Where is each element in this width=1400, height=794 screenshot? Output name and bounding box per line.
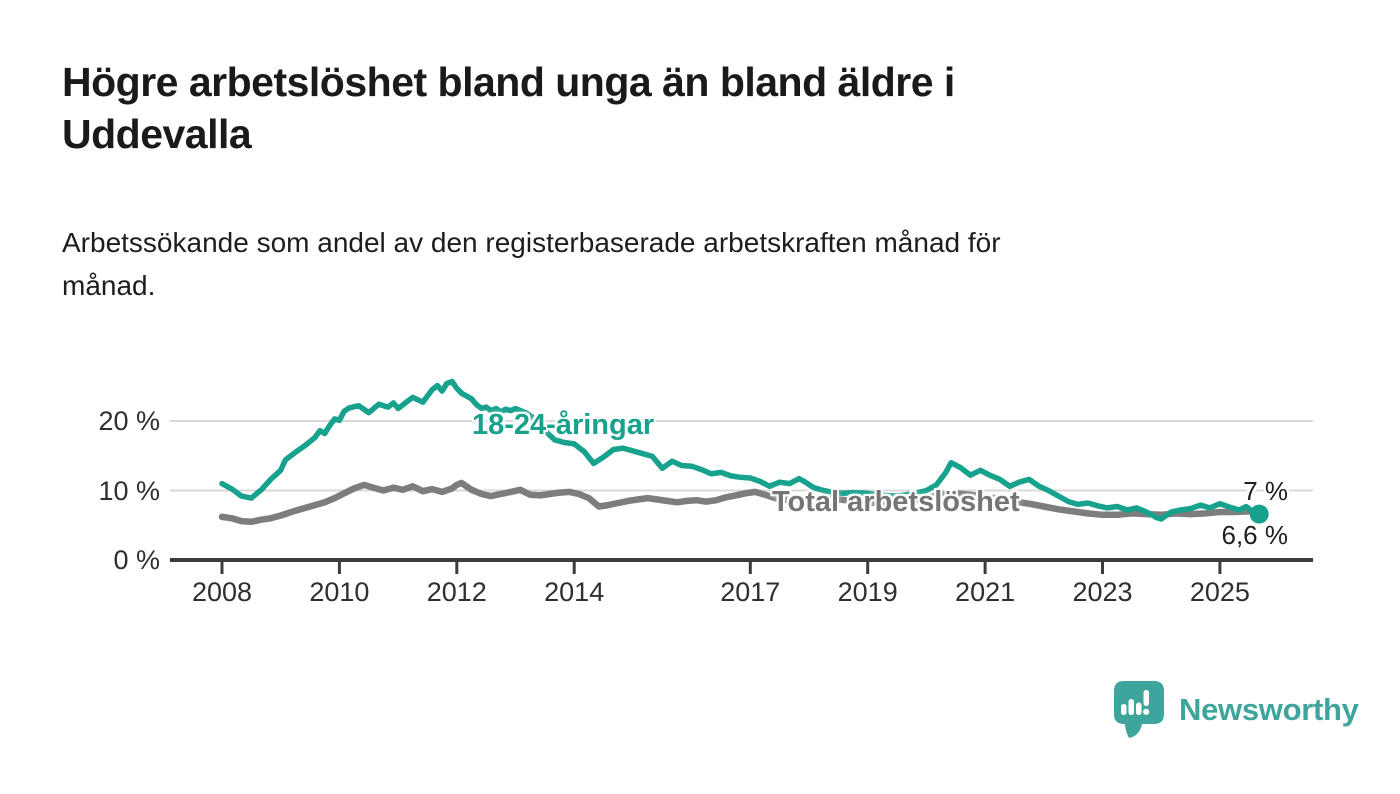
series-label-total-arbetsloshet: Total arbetslöshet <box>772 486 1020 518</box>
newsworthy-logo[interactable]: Newsworthy <box>1112 679 1359 741</box>
x-tick-label: 2014 <box>544 577 605 607</box>
end-value-label-18-24: 6,6 % <box>1221 520 1289 550</box>
series-line-total <box>218 479 1263 526</box>
x-tick-label: 2008 <box>191 577 253 607</box>
x-tick-label: 2025 <box>1189 577 1250 607</box>
newsworthy-logo-text: Newsworthy <box>1179 692 1359 727</box>
page-title: Högre arbetslöshet bland unga än bland ä… <box>62 59 955 158</box>
x-tick-label: 2010 <box>309 577 370 607</box>
y-tick-label: 0 % <box>113 545 160 575</box>
x-tick-label: 2019 <box>837 577 898 607</box>
series-label-18-24-aringar: 18-24-åringar <box>472 409 655 441</box>
newsworthy-bubble-chart-icon <box>1114 681 1164 738</box>
x-tick-label: 2021 <box>955 577 1016 607</box>
x-tick-label: 2017 <box>720 577 781 607</box>
y-tick-label: 20 % <box>98 406 160 436</box>
x-tick-label: 2023 <box>1072 577 1133 607</box>
series-line-young <box>219 378 1262 522</box>
end-value-label-total: 7 % <box>1243 476 1288 506</box>
x-tick-label: 2012 <box>426 577 487 607</box>
series-end-dot <box>1249 504 1269 524</box>
page-subtitle: Arbetssökande som andel av den registerb… <box>62 227 1001 301</box>
y-tick-label: 10 % <box>98 475 160 506</box>
